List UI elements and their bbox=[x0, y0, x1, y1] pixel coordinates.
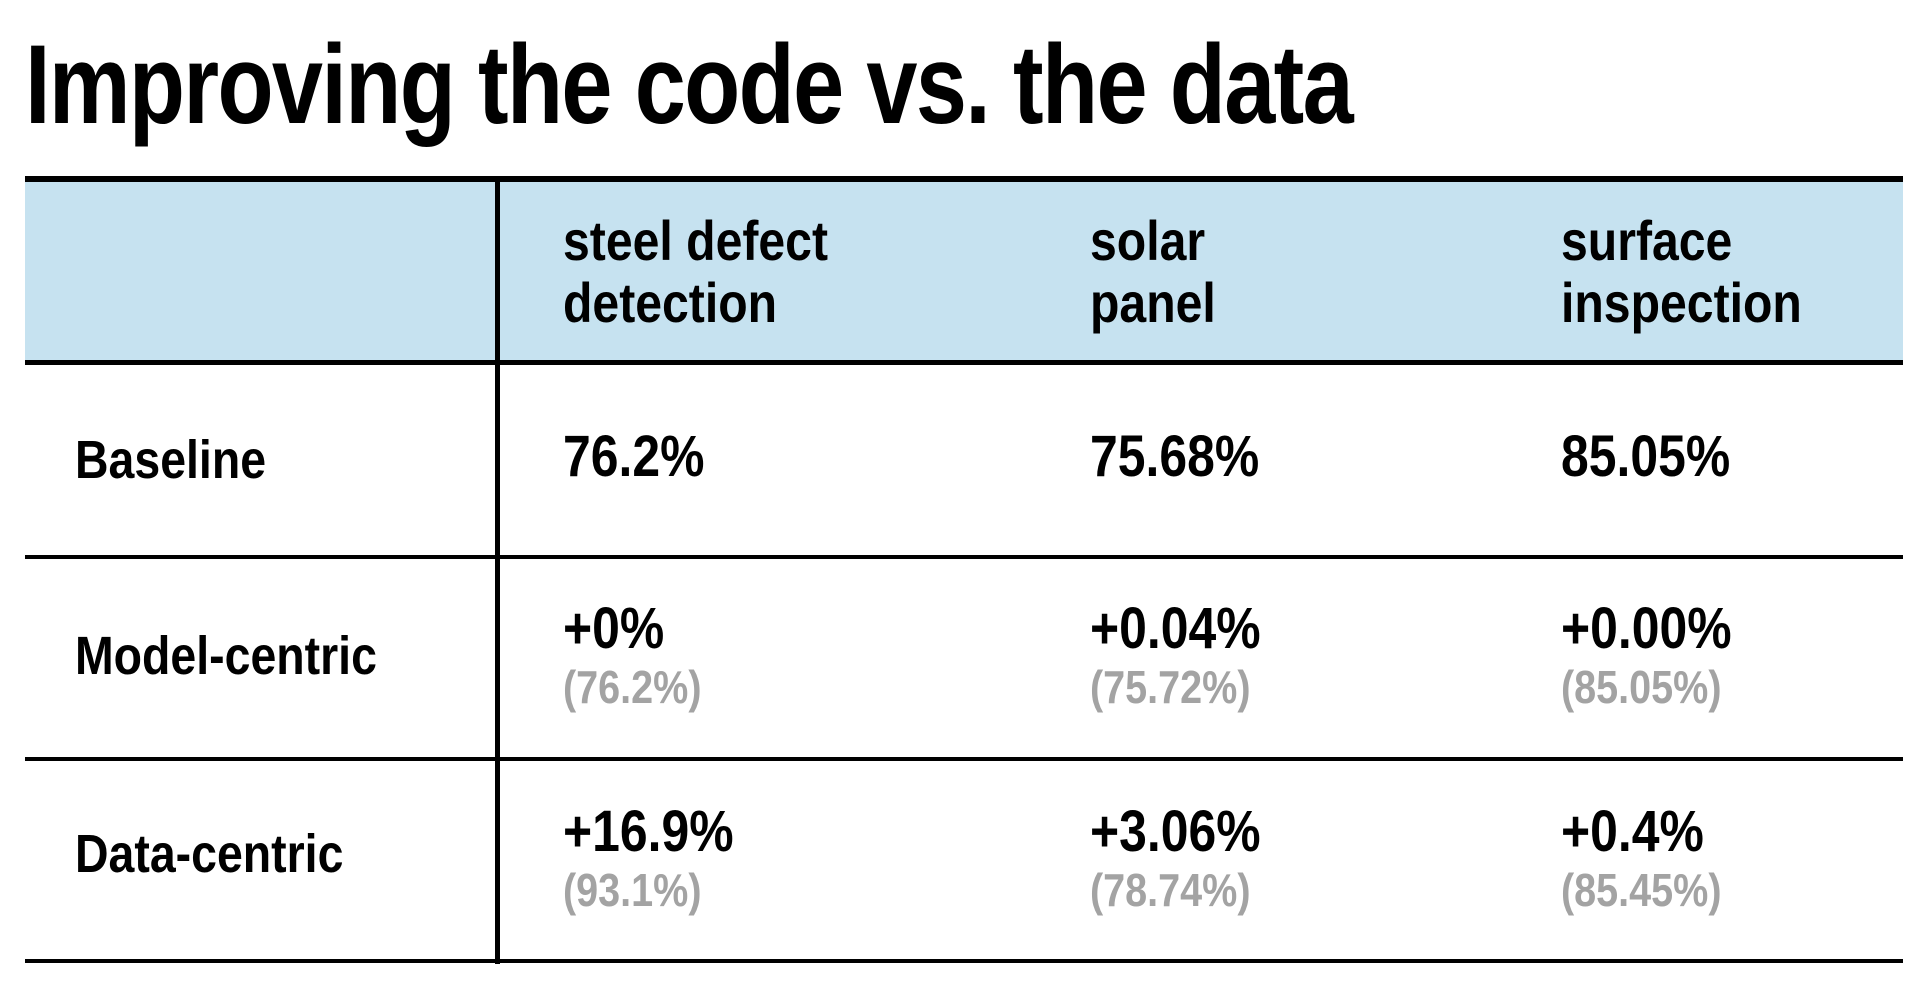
table-bottom-rule bbox=[25, 959, 1903, 963]
row-divider-2 bbox=[25, 757, 1903, 761]
row-label-model-centric: Model-centric bbox=[75, 626, 377, 686]
table-cell: +3.06% (78.74%) bbox=[1090, 801, 1261, 917]
table-cell: +16.9% (93.1%) bbox=[563, 801, 734, 917]
cell-change: +3.06% bbox=[1090, 799, 1261, 864]
table-cell: +0.00% (85.05%) bbox=[1561, 598, 1732, 714]
column-header-line: solar bbox=[1090, 209, 1206, 272]
cell-change: +0% bbox=[563, 596, 665, 661]
cell-value: 85.05% bbox=[1561, 424, 1731, 489]
table-top-rule bbox=[25, 176, 1903, 182]
cell-absolute: (75.72%) bbox=[1090, 661, 1251, 713]
column-header-line: steel defect bbox=[563, 209, 829, 272]
row-label-data-centric: Data-centric bbox=[75, 824, 344, 884]
cell-value: 75.68% bbox=[1090, 424, 1260, 489]
row-divider-1 bbox=[25, 555, 1903, 559]
cell-change: +0.04% bbox=[1090, 596, 1261, 661]
header-bottom-rule bbox=[25, 360, 1903, 365]
header-row-background bbox=[25, 182, 1903, 362]
row-label-baseline: Baseline bbox=[75, 430, 267, 490]
cell-change: +0.4% bbox=[1561, 799, 1704, 864]
cell-absolute: (85.45%) bbox=[1561, 864, 1722, 916]
column-header-steel-defect-detection: steel defect detection bbox=[563, 210, 828, 334]
column-header-line: panel bbox=[1090, 271, 1216, 334]
table-cell: +0.4% (85.45%) bbox=[1561, 801, 1722, 917]
cell-absolute: (85.05%) bbox=[1561, 661, 1722, 713]
label-column-divider bbox=[495, 180, 500, 964]
table-cell: +0% (76.2%) bbox=[563, 598, 702, 714]
column-header-line: inspection bbox=[1561, 271, 1802, 334]
table-cell: 75.68% bbox=[1090, 426, 1259, 488]
table-cell: +0.04% (75.72%) bbox=[1090, 598, 1261, 714]
cell-absolute: (76.2%) bbox=[563, 661, 702, 713]
column-header-line: surface bbox=[1561, 209, 1733, 272]
table-cell: 85.05% bbox=[1561, 426, 1730, 488]
cell-value: 76.2% bbox=[563, 424, 705, 489]
results-table: steel defect detection solar panel surfa… bbox=[25, 176, 1903, 966]
column-header-line: detection bbox=[563, 271, 778, 334]
column-header-surface-inspection: surface inspection bbox=[1561, 210, 1802, 334]
cell-absolute: (93.1%) bbox=[563, 864, 702, 916]
cell-absolute: (78.74%) bbox=[1090, 864, 1251, 916]
page-title: Improving the code vs. the data bbox=[25, 22, 1354, 147]
table-cell: 76.2% bbox=[563, 426, 704, 488]
cell-change: +16.9% bbox=[563, 799, 734, 864]
cell-change: +0.00% bbox=[1561, 596, 1732, 661]
column-header-solar-panel: solar panel bbox=[1090, 210, 1216, 334]
